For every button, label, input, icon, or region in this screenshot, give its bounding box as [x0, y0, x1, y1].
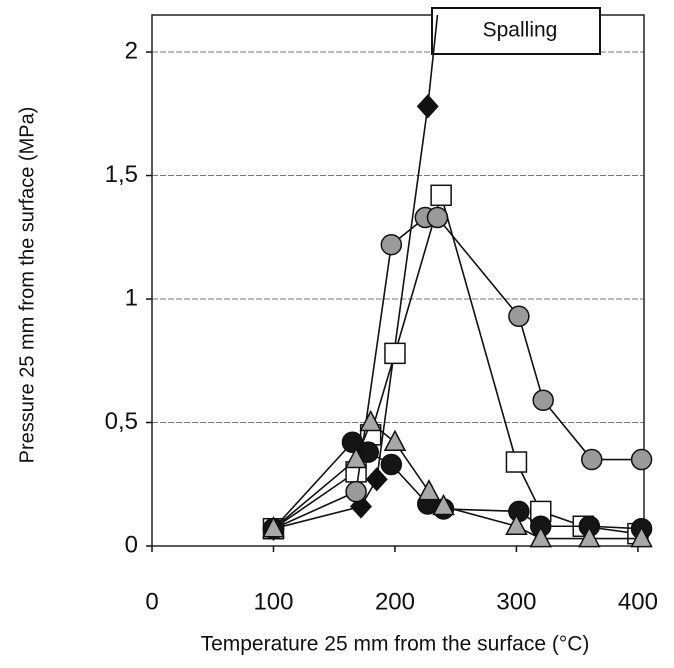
- point: [416, 94, 439, 119]
- point: [344, 446, 368, 469]
- point: [581, 448, 603, 471]
- point: [380, 233, 403, 256]
- annotation-text: Spalling: [483, 19, 558, 42]
- point: [630, 525, 653, 548]
- point: [532, 389, 554, 412]
- point: [432, 493, 455, 516]
- x-axis-label: Temperature 25 mm from the surface (°C): [201, 633, 590, 656]
- y-tick-label: 0,5: [105, 408, 138, 435]
- series: [262, 409, 653, 548]
- annotation: Spalling: [431, 7, 601, 55]
- point: [345, 480, 367, 503]
- plot-frame: [151, 14, 645, 547]
- series: [262, 431, 653, 540]
- point: [380, 453, 403, 476]
- point: [630, 448, 653, 471]
- point: [365, 467, 388, 492]
- x-tick-label: 0: [145, 588, 158, 615]
- point: [578, 525, 601, 548]
- point: [430, 184, 452, 207]
- point: [426, 206, 449, 229]
- point: [505, 451, 528, 473]
- point: [383, 429, 407, 452]
- point: [505, 513, 528, 535]
- x-tick-label: 200: [375, 588, 415, 615]
- point: [529, 525, 552, 548]
- x-tick-label: 100: [253, 588, 293, 615]
- series: [262, 206, 653, 540]
- point: [262, 516, 285, 538]
- point: [384, 342, 406, 365]
- y-tick-label: 0: [125, 531, 138, 558]
- y-tick-label: 1,5: [105, 161, 138, 188]
- y-tick-label: 1: [125, 284, 138, 311]
- y-tick-label: 2: [125, 37, 138, 64]
- annotation-box: [431, 7, 601, 55]
- x-tick-label: 300: [496, 588, 536, 615]
- point: [417, 479, 441, 501]
- point: [508, 305, 530, 328]
- point: [359, 409, 382, 432]
- x-tick-label: 400: [618, 588, 658, 615]
- y-axis-label: Pressure 25 mm from the surface (MPa): [16, 107, 38, 464]
